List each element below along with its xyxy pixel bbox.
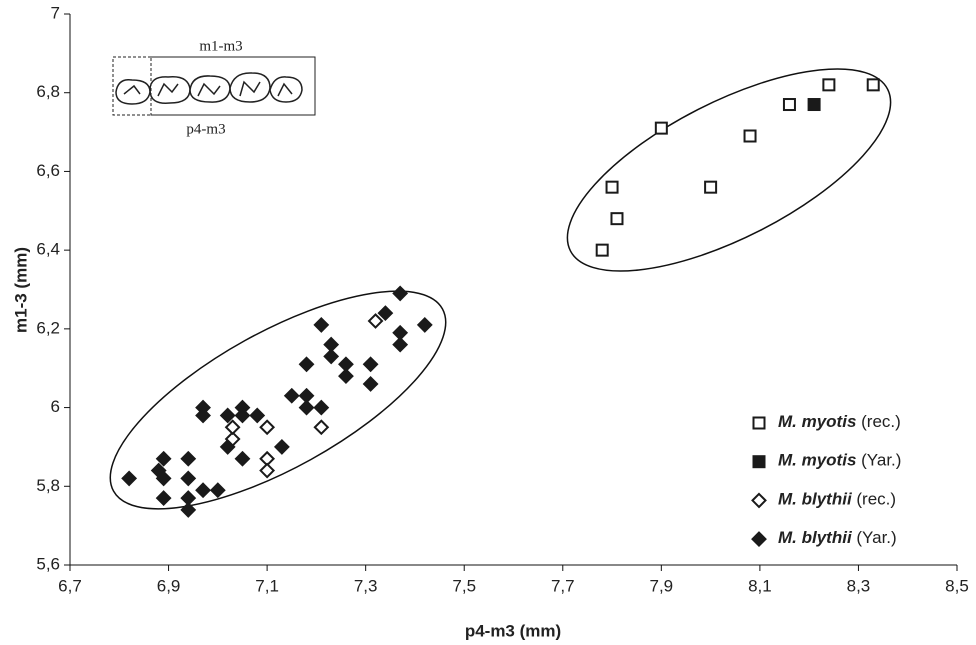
x-tick-label: 7,7 bbox=[551, 576, 575, 595]
point bbox=[392, 336, 409, 353]
point bbox=[195, 407, 211, 424]
point bbox=[155, 470, 172, 487]
legend-marker bbox=[751, 492, 767, 509]
point bbox=[234, 407, 251, 424]
point bbox=[195, 482, 211, 499]
point bbox=[313, 419, 330, 436]
point bbox=[273, 439, 290, 455]
point bbox=[822, 78, 836, 92]
legend-label: M. blythii (Yar.) bbox=[778, 529, 897, 548]
point bbox=[338, 368, 354, 385]
y-axis-title: m1-3 (mm) bbox=[11, 247, 30, 333]
point bbox=[283, 387, 300, 404]
x-tick-label: 7,1 bbox=[255, 576, 279, 595]
x-tick-label: 7,3 bbox=[354, 576, 378, 595]
point bbox=[362, 376, 379, 392]
x-tick-label: 7,9 bbox=[650, 576, 674, 595]
legend-label: M. myotis (rec.) bbox=[778, 412, 901, 431]
point bbox=[180, 450, 197, 467]
point bbox=[180, 501, 197, 518]
annotation: m1-m3 bbox=[199, 38, 242, 54]
point bbox=[121, 470, 138, 487]
point bbox=[377, 305, 394, 322]
y-tick-label: 5,6 bbox=[36, 554, 60, 573]
point bbox=[259, 462, 276, 479]
point bbox=[595, 243, 609, 257]
point bbox=[654, 121, 668, 135]
point bbox=[259, 419, 276, 436]
point bbox=[219, 407, 236, 424]
point bbox=[298, 399, 315, 416]
point bbox=[219, 439, 236, 455]
point bbox=[782, 98, 796, 112]
y-tick-label: 7 bbox=[51, 3, 60, 22]
x-tick-label: 7,5 bbox=[452, 576, 476, 595]
point bbox=[224, 419, 241, 436]
point bbox=[298, 387, 315, 404]
legend-marker bbox=[752, 416, 766, 430]
point bbox=[298, 356, 315, 373]
x-tick-label: 6,9 bbox=[157, 576, 181, 595]
y-tick-label: 6,4 bbox=[36, 240, 60, 259]
point bbox=[392, 285, 409, 302]
point bbox=[807, 98, 821, 112]
legend-label: M. myotis (Yar.) bbox=[778, 451, 901, 470]
cluster-ellipse bbox=[109, 290, 447, 510]
point bbox=[743, 129, 757, 143]
x-tick-label: 8,3 bbox=[847, 576, 871, 595]
point bbox=[367, 313, 384, 329]
point bbox=[362, 356, 379, 373]
point bbox=[313, 317, 330, 333]
x-tick-label: 6,7 bbox=[58, 576, 82, 595]
point bbox=[416, 317, 433, 333]
point bbox=[605, 180, 619, 194]
point bbox=[323, 348, 340, 365]
point bbox=[180, 470, 197, 487]
legend-marker bbox=[752, 455, 766, 469]
point bbox=[155, 450, 172, 467]
y-tick-label: 6,6 bbox=[36, 161, 60, 180]
y-tick-label: 5,8 bbox=[36, 476, 60, 495]
y-tick-label: 6 bbox=[51, 397, 60, 416]
x-tick-label: 8,1 bbox=[748, 576, 772, 595]
point bbox=[249, 407, 266, 424]
point bbox=[155, 490, 172, 507]
point bbox=[704, 180, 718, 194]
point bbox=[866, 78, 880, 92]
y-tick-label: 6,8 bbox=[36, 82, 60, 101]
point bbox=[234, 450, 251, 467]
legend-label: M. blythii (rec.) bbox=[778, 490, 896, 509]
cluster-ellipse bbox=[566, 68, 892, 272]
legend-marker bbox=[751, 531, 767, 548]
point bbox=[610, 212, 624, 226]
tooth-inset bbox=[112, 56, 316, 116]
point bbox=[313, 399, 330, 416]
point bbox=[209, 482, 226, 499]
x-axis-title: p4-m3 (mm) bbox=[465, 621, 561, 640]
y-tick-label: 6,2 bbox=[36, 318, 60, 337]
annotation: p4-m3 bbox=[186, 121, 225, 137]
x-tick-label: 8,5 bbox=[945, 576, 969, 595]
